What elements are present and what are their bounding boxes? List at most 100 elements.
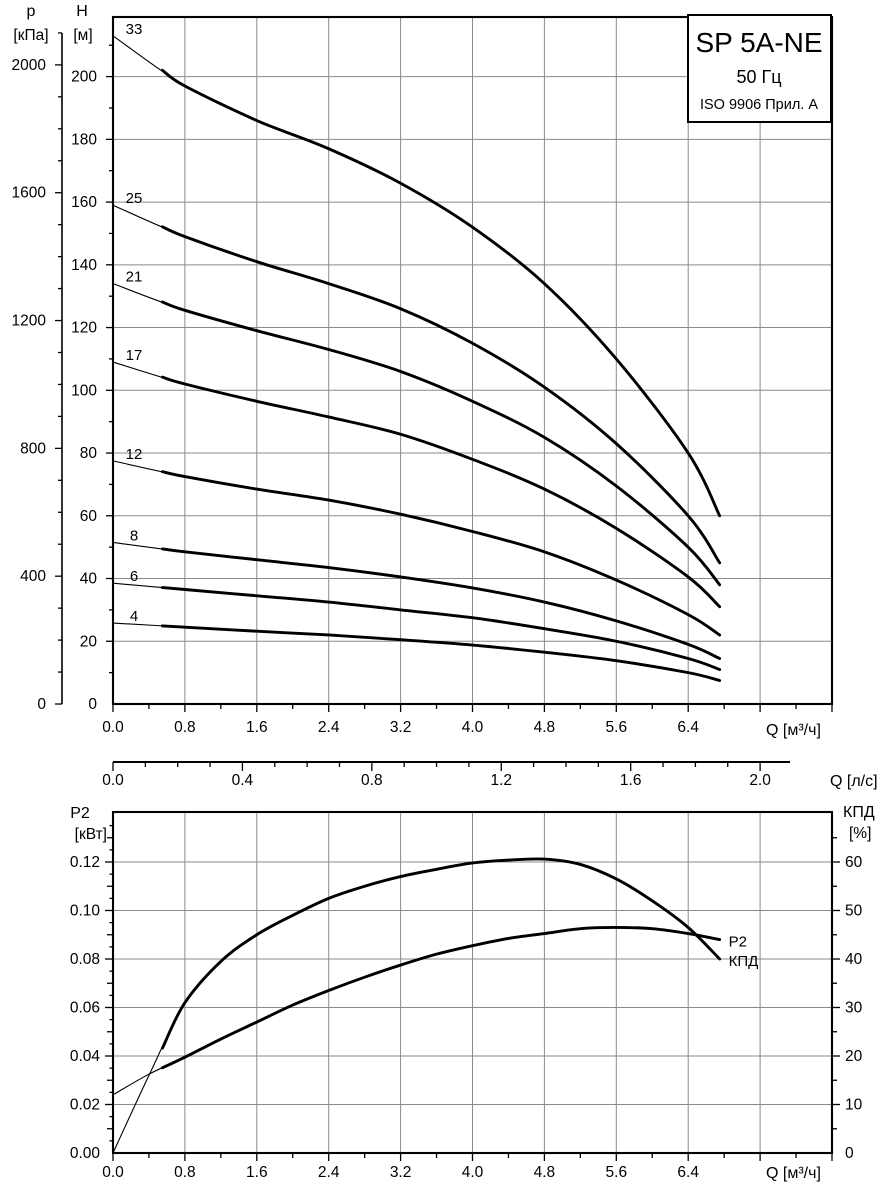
x-tick-label: 0.0 [102, 719, 124, 736]
head-tick-label: 80 [80, 445, 98, 462]
curve-label-33: 33 [126, 21, 143, 38]
x-tick-label: 4.8 [534, 1164, 556, 1181]
x-tick-label: 5.6 [606, 719, 628, 736]
ls-tick-label: 1.6 [620, 772, 642, 789]
flow-ls-axis: 0.0 0.4 0.8 1.2 1.6 2.0 [102, 761, 790, 789]
flow-axis-title-bottom: Q [м³/ч] [766, 1165, 821, 1182]
curve-17-thin [112, 361, 721, 608]
curve-end-label-kpd: КПД [729, 953, 759, 970]
x-tick-label: 2.4 [318, 1164, 340, 1181]
curve-end-label-p2: P2 [729, 934, 747, 951]
efficiency-tick-label: 40 [845, 951, 863, 968]
curve-4-thick [160, 624, 722, 682]
x-tick-label: 6.4 [677, 719, 699, 736]
efficiency-tick-label: 60 [845, 854, 863, 871]
ls-tick-label: 1.2 [490, 772, 512, 789]
x-tick-label: 0.8 [174, 1164, 196, 1181]
pressure-tick-label: 0 [37, 696, 46, 713]
x-tick-label: 0.8 [174, 719, 196, 736]
pressure-axis-unit: [кПа] [13, 27, 48, 44]
head-tick-label: 120 [71, 320, 97, 337]
head-axis-title: H [76, 3, 88, 20]
power-efficiency-chart: 0.0 0.8 1.6 2.4 3.2 4.0 4.8 5.6 6.4 0.00 0.02 0.04 0… [70, 810, 863, 1181]
efficiency-tick-label: 30 [845, 1000, 863, 1017]
efficiency-axis-unit: [%] [849, 825, 871, 842]
pressure-tick-label: 1200 [12, 313, 47, 330]
pressure-tick-label: 1600 [12, 185, 47, 202]
power-tick-label: 0.04 [70, 1048, 101, 1065]
x-tick-label: 0.0 [102, 1164, 124, 1181]
x-tick-label: 2.4 [318, 719, 340, 736]
x-tick-label: 4.0 [462, 719, 484, 736]
flow-ls-axis-title: Q [л/с] [830, 773, 878, 790]
x-tick-label: 5.6 [606, 1164, 628, 1181]
efficiency-tick-label: 10 [845, 1097, 863, 1114]
x-tick-label: 3.2 [390, 1164, 412, 1181]
curve-12-thin [112, 460, 720, 636]
head-axis-unit: [м] [73, 27, 92, 44]
head-tick-label: 40 [80, 571, 98, 588]
title-box-frame [687, 14, 832, 123]
head-tick-label: 180 [71, 131, 97, 148]
pressure-tick-label: 2000 [12, 57, 47, 74]
curve-label-25: 25 [126, 190, 143, 207]
curve-label-6: 6 [130, 568, 138, 585]
head-flow-chart: 0.0 0.8 1.6 2.4 3.2 4.0 4.8 5.6 6.40204060801001… [12, 15, 834, 736]
ls-tick-label: 2.0 [749, 772, 771, 789]
curve-label-17: 17 [126, 347, 143, 364]
head-tick-label: 100 [71, 382, 97, 399]
head-tick-label: 200 [71, 69, 97, 86]
curve-12-thick [160, 470, 722, 637]
head-tick-label: 0 [88, 696, 97, 713]
curve-label-12: 12 [126, 446, 143, 463]
power-tick-label: 0.08 [70, 951, 100, 968]
curve-25-thin [112, 204, 721, 564]
curve-25-thick [160, 225, 722, 565]
head-tick-label: 20 [80, 633, 98, 650]
ls-tick-label: 0.4 [232, 772, 254, 789]
flow-axis-title-top: Q [м³/ч] [766, 722, 821, 739]
power-tick-label: 0.12 [70, 854, 100, 871]
x-tick-label: 1.6 [246, 719, 268, 736]
title-box: SP 5A-NE 50 Гц ISO 9906 Прил. А [687, 14, 832, 123]
curve-label-21: 21 [126, 269, 143, 286]
curve-21-thin [112, 283, 721, 586]
pressure-tick-label: 400 [20, 568, 46, 585]
axis-titles: p [кПа] H [м] Q [м³/ч] Q [л/с] P2 [кВт] … [13, 3, 877, 1182]
head-tick-label: 60 [80, 508, 98, 525]
power-tick-label: 0.10 [70, 903, 101, 920]
pump-standard: ISO 9906 Прил. А [700, 97, 818, 113]
power-tick-label: 0.06 [70, 1000, 100, 1017]
curve-8-thick [160, 547, 722, 660]
pump-model-title: SP 5A-NE [695, 27, 822, 58]
pressure-tick-label: 800 [20, 440, 46, 457]
pump-frequency: 50 Гц [736, 67, 781, 87]
curve-p2-thick [160, 926, 722, 1070]
ls-tick-label: 0.0 [102, 772, 124, 789]
curve-33-thick [160, 68, 722, 518]
efficiency-tick-label: 0 [845, 1145, 854, 1162]
x-tick-label: 1.6 [246, 1164, 268, 1181]
ls-tick-label: 0.8 [361, 772, 383, 789]
power-tick-label: 0.02 [70, 1097, 100, 1114]
x-tick-label: 4.0 [462, 1164, 484, 1181]
curve-33-thin [112, 35, 721, 517]
curve-6-thin [112, 582, 720, 671]
curve-6-thick [160, 586, 722, 671]
x-tick-label: 6.4 [677, 1164, 699, 1181]
efficiency-tick-label: 20 [845, 1048, 863, 1065]
curve-label-4: 4 [130, 608, 138, 625]
curve-label-8: 8 [130, 527, 138, 544]
curve-p2-thin [112, 926, 720, 1096]
head-tick-label: 160 [71, 194, 97, 211]
curve-17-thick [160, 375, 722, 609]
curve-kpd-thick [160, 857, 722, 1050]
efficiency-axis-title: КПД [843, 804, 875, 821]
efficiency-tick-label: 50 [845, 903, 863, 920]
power-tick-label: 0.00 [70, 1145, 101, 1162]
head-tick-label: 140 [71, 257, 97, 274]
curve-4-thin [112, 622, 720, 682]
pressure-axis-title: p [27, 3, 36, 20]
